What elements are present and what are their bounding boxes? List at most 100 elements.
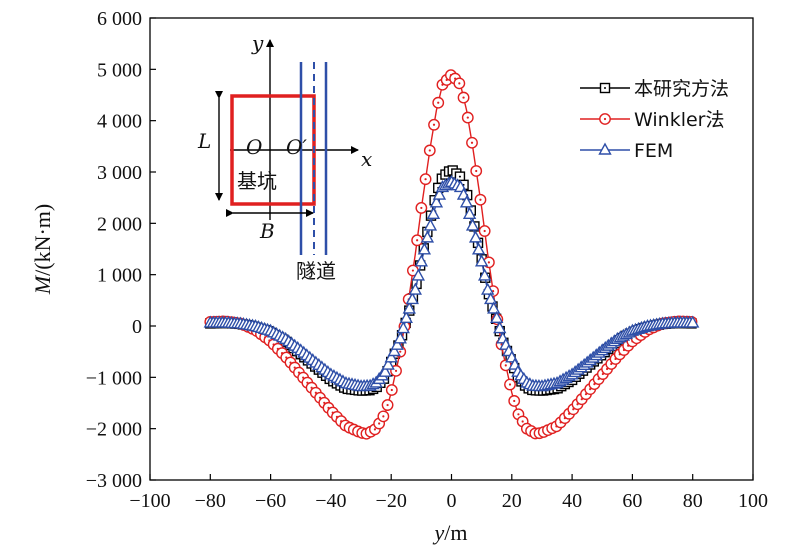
- data-point: [459, 195, 474, 208]
- data-point-dot: [470, 141, 474, 144]
- x-tick-label: −40: [315, 490, 346, 512]
- axis-ticks: [149, 17, 754, 481]
- axis-tick-labels: −100 −80 −60 −40 −20 0 20 40 60 80 100 −3 000 −2 000…: [86, 8, 768, 512]
- data-point: [384, 350, 398, 363]
- y-tick-label: 4 000: [97, 111, 142, 133]
- data-point-dot: [521, 420, 524, 423]
- data-point-dot: [466, 116, 469, 119]
- data-point: [399, 310, 413, 323]
- data-point: [420, 230, 435, 243]
- data-point-dot: [373, 428, 377, 431]
- data-point: [474, 254, 489, 267]
- data-point-dot: [513, 399, 516, 403]
- data-point-dot: [420, 206, 423, 210]
- data-point-dot: [517, 413, 520, 416]
- series-triangle: [203, 174, 700, 392]
- y-tick-label: 6 000: [97, 8, 142, 30]
- inset-origin-label: O: [246, 135, 262, 159]
- x-tick-label: 0: [447, 490, 457, 512]
- data-point: [426, 206, 441, 220]
- legend-marker-dot: [604, 87, 606, 89]
- data-point-dot: [504, 364, 507, 367]
- data-point-dot: [487, 261, 490, 264]
- x-tick-label: 20: [502, 490, 522, 512]
- data-point: [402, 301, 416, 314]
- y-tick-label: 2 000: [97, 213, 142, 235]
- data-point-dot: [390, 388, 393, 392]
- data-point: [490, 310, 504, 323]
- x-tick-label: 100: [738, 490, 768, 512]
- data-point-dot: [458, 82, 461, 85]
- data-point-dot: [394, 369, 398, 372]
- data-point: [686, 315, 700, 328]
- data-point: [477, 268, 492, 281]
- data-point: [381, 357, 395, 370]
- x-tick-label: 80: [683, 490, 703, 512]
- inset-x-label: x: [361, 147, 372, 171]
- x-tick-label: −20: [376, 490, 407, 512]
- legend-item: 本研究方法: [580, 78, 729, 100]
- data-point-dot: [416, 239, 419, 242]
- data-point: [462, 206, 477, 220]
- data-point-dot: [479, 198, 482, 201]
- legend-item: FEM: [580, 140, 673, 162]
- data-point: [387, 344, 401, 357]
- data-point-dot: [483, 229, 486, 233]
- data-point: [468, 230, 483, 243]
- data-point: [390, 337, 404, 350]
- inset-origin-prime-label: O′: [286, 135, 307, 159]
- data-point: [414, 254, 429, 267]
- data-point-dot: [382, 415, 385, 418]
- y-tick-label: 5 000: [97, 59, 142, 81]
- inset-l-label: L: [197, 129, 211, 153]
- data-point-dot: [475, 169, 478, 173]
- data-point-dot: [411, 269, 415, 272]
- x-tick-label: −60: [255, 490, 286, 512]
- data-point-dot: [399, 350, 402, 353]
- data-point-dot: [458, 175, 461, 178]
- data-point: [480, 282, 495, 295]
- data-point: [393, 331, 407, 344]
- series-line: [210, 73, 693, 435]
- series-square: [205, 165, 697, 396]
- tunnel-label: 隧道: [296, 259, 336, 283]
- x-axis-title: y/m: [433, 520, 468, 545]
- series-circle: [204, 69, 698, 440]
- data-point: [411, 268, 426, 281]
- y-axis-title: M/(kN·m): [30, 204, 55, 295]
- inset-diagram: y x O O′ L B 基坑 隧道: [197, 31, 372, 283]
- data-point: [423, 218, 438, 231]
- x-tick-label: 60: [622, 490, 642, 512]
- data-point-dot: [462, 96, 465, 99]
- y-tick-label: −3 000: [86, 470, 142, 492]
- data-point: [432, 187, 447, 200]
- data-point-dot: [437, 101, 440, 104]
- y-tick-label: 0: [132, 316, 142, 338]
- data-point-dot: [378, 422, 381, 425]
- legend-label: Winkler法: [634, 109, 724, 131]
- data-point-dot: [508, 383, 512, 386]
- x-tick-label: −100: [129, 490, 170, 512]
- legend-marker-dot: [603, 117, 607, 121]
- legend-marker: [598, 142, 612, 155]
- series-layer: [203, 69, 700, 440]
- x-tick-label: −80: [195, 490, 226, 512]
- data-point: [396, 321, 410, 334]
- data-point-dot: [386, 403, 389, 407]
- data-point: [405, 292, 419, 305]
- data-point: [471, 242, 486, 255]
- legend-label: 本研究方法: [634, 78, 729, 100]
- legend-item: Winkler法: [580, 109, 724, 131]
- inset-y-label: y: [251, 31, 264, 55]
- x-tick-label: 40: [562, 490, 582, 512]
- data-point: [465, 218, 480, 231]
- data-point: [484, 292, 498, 305]
- y-tick-label: 1 000: [97, 265, 142, 287]
- y-tick-label: 3 000: [97, 162, 142, 184]
- data-point-dot: [432, 123, 436, 126]
- inset-b-label: B: [259, 219, 275, 243]
- data-point: [408, 282, 423, 295]
- y-tick-label: −2 000: [86, 419, 142, 441]
- data-point-dot: [424, 178, 427, 181]
